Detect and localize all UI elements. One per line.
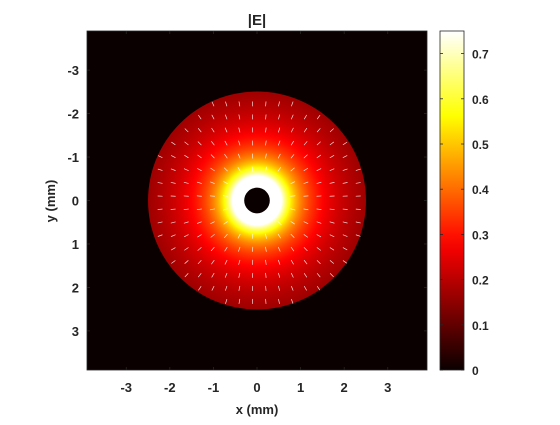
colorbar-tick-label: 0.6 xyxy=(472,93,489,107)
x-tick-label: 0 xyxy=(253,380,260,395)
y-tick-label: 3 xyxy=(72,324,79,339)
y-tick-label: -2 xyxy=(67,107,79,122)
y-tick-label: -3 xyxy=(67,63,79,78)
y-tick-label: -1 xyxy=(67,150,79,165)
colorbar-tick-label: 0 xyxy=(472,364,479,378)
y-axis-label: y (mm) xyxy=(43,180,58,223)
x-tick-label: 2 xyxy=(341,380,348,395)
colorbar-tick-label: 0.3 xyxy=(472,228,489,242)
y-tick-label: 2 xyxy=(72,280,79,295)
colorbar-tick-label: 0.7 xyxy=(472,48,489,62)
x-tick-label: 1 xyxy=(297,380,304,395)
x-tick-label: 3 xyxy=(384,380,391,395)
y-tick-label: 1 xyxy=(72,237,79,252)
x-tick-label: -3 xyxy=(120,380,132,395)
colorbar-tick-label: 0.5 xyxy=(472,138,489,152)
x-axis-label: x (mm) xyxy=(236,402,279,417)
y-tick-label: 0 xyxy=(72,194,79,209)
colorbar-tick-label: 0.4 xyxy=(472,183,489,197)
chart-title: |E| xyxy=(248,12,266,29)
inner-conductor xyxy=(244,188,270,214)
x-tick-label: -1 xyxy=(208,380,220,395)
colorbar-tick-label: 0.1 xyxy=(472,319,489,333)
x-tick-label: -2 xyxy=(164,380,176,395)
colorbar xyxy=(440,31,464,370)
colorbar-tick-label: 0.2 xyxy=(472,274,489,288)
